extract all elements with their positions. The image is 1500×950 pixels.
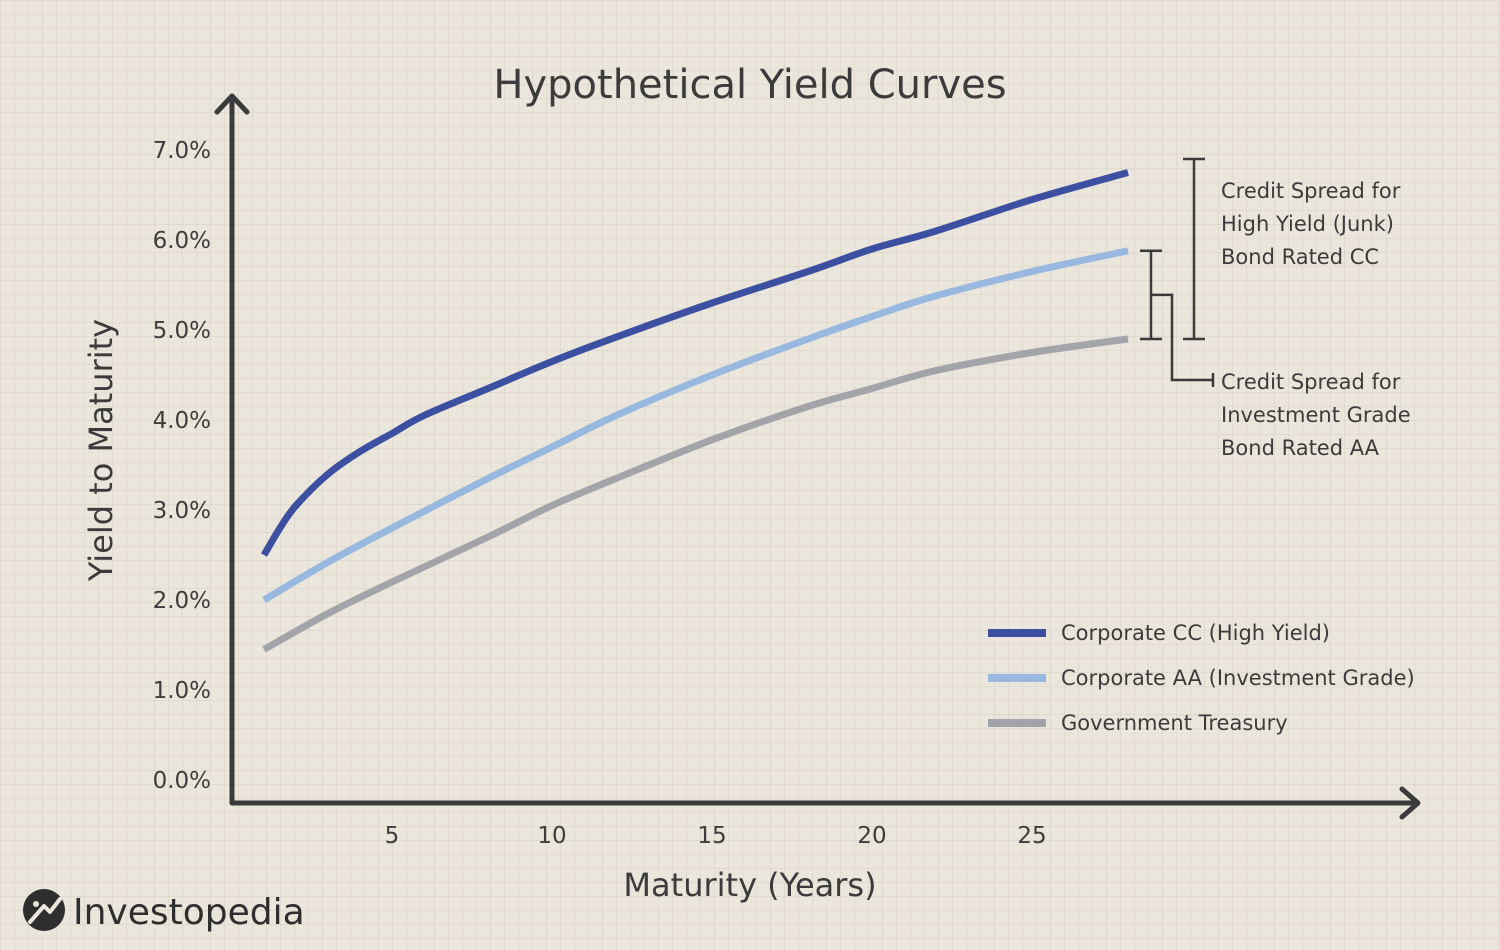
x-tick-label: 10 (537, 823, 566, 849)
investopedia-logo-text: Investopedia (73, 892, 305, 933)
legend-item: Corporate CC (High Yield) (988, 621, 1330, 645)
legend-item: Corporate AA (Investment Grade) (988, 666, 1415, 690)
annotation-text-line: Bond Rated CC (1221, 245, 1379, 269)
x-tick-label: 20 (857, 823, 886, 849)
x-tick-label: 15 (697, 823, 726, 849)
legend: Corporate CC (High Yield) Corporate AA (I… (988, 621, 1415, 735)
investopedia-logo: Investopedia (23, 889, 305, 933)
annotation-text-line: Investment Grade (1221, 403, 1411, 427)
y-tick-label: 0.0% (153, 768, 211, 794)
legend-item: Government Treasury (988, 711, 1288, 735)
series-line-government-treasury (262, 335, 1129, 653)
axes (214, 93, 1421, 820)
y-tick-label: 3.0% (153, 498, 211, 524)
y-axis-arrowhead (214, 93, 250, 115)
investopedia-logo-icon (23, 889, 65, 931)
annotation-text-line: High Yield (Junk) (1221, 212, 1394, 236)
series-line-corporate-aa-investment-grade (262, 247, 1129, 604)
chart-title: Hypothetical Yield Curves (493, 62, 1006, 108)
legend-label: Government Treasury (1061, 711, 1288, 735)
x-tick-label: 5 (385, 823, 400, 849)
annotation-text-line: Credit Spread for (1221, 179, 1401, 203)
y-tick-label: 1.0% (153, 678, 211, 704)
y-tick-label: 4.0% (153, 408, 211, 434)
y-tick-label: 5.0% (153, 318, 211, 344)
annotation-text-line: Credit Spread for (1221, 370, 1401, 394)
y-axis-label: Yield to Maturity (82, 319, 120, 582)
high-yield-spread-bracket (1183, 157, 1205, 341)
series-line-corporate-cc-high-yield (260, 169, 1129, 557)
credit-spread-annotations: Credit Spread for High Yield (Junk) Bond R… (1140, 157, 1411, 460)
legend-label: Corporate AA (Investment Grade) (1061, 666, 1415, 690)
investment-grade-spread-bracket (1140, 249, 1215, 387)
x-tick-labels: 5 10 15 20 25 (385, 823, 1047, 849)
legend-label: Corporate CC (High Yield) (1061, 621, 1330, 645)
y-tick-labels: 0.0% 1.0% 2.0% 3.0% 4.0% 5.0% 6.0% 7.0% (153, 138, 211, 794)
y-tick-label: 2.0% (153, 588, 211, 614)
x-axis-arrowhead (1399, 786, 1421, 820)
series-lines (260, 169, 1129, 653)
y-tick-label: 6.0% (153, 228, 211, 254)
annotation-text-line: Bond Rated AA (1221, 436, 1380, 460)
x-tick-label: 25 (1017, 823, 1046, 849)
y-tick-label: 7.0% (153, 138, 211, 164)
x-axis-label: Maturity (Years) (623, 866, 876, 904)
